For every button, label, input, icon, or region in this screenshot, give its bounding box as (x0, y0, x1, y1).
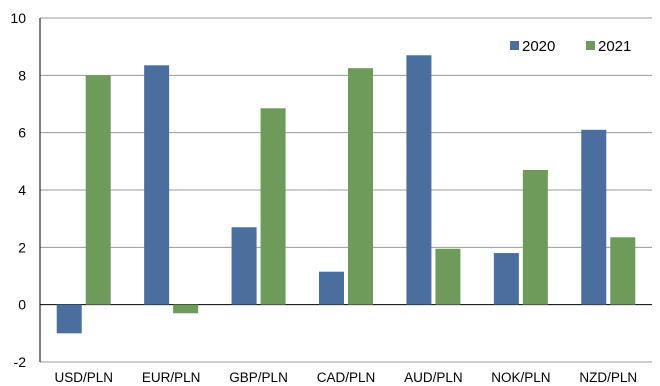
legend-swatch-2020 (510, 41, 519, 50)
y-tick-label: 8 (18, 67, 26, 83)
bar-2021-gbp-pln (260, 108, 286, 305)
bars (56, 55, 636, 334)
legend-label-2021: 2021 (598, 38, 631, 55)
bar-2021-cad-pln (348, 68, 373, 305)
bar-2020-nok-pln (493, 253, 519, 305)
y-tick-label: 6 (18, 125, 26, 141)
legend-label-2020: 2020 (522, 38, 555, 55)
bar-2021-nzd-pln (610, 237, 636, 305)
bar-2021-eur-pln (173, 304, 199, 314)
y-tick-label: 2 (18, 239, 26, 255)
x-category-label: GBP/PLN (229, 370, 288, 385)
bar-2021-usd-pln (85, 75, 111, 305)
x-category-label: EUR/PLN (142, 370, 201, 385)
legend: 2020 2021 (510, 38, 631, 55)
bar-2021-aud-pln (435, 248, 461, 305)
bar-2020-gbp-pln (231, 227, 257, 305)
x-category-label: USD/PLN (54, 370, 113, 385)
y-tick-label: 10 (10, 10, 26, 26)
y-tick-label: 4 (18, 182, 26, 198)
x-category-label: NOK/PLN (491, 370, 550, 385)
x-axis: USD/PLN EUR/PLN GBP/PLN CAD/PLN AUD/PLN NOK/P… (54, 370, 637, 385)
y-tick-label: 0 (18, 297, 26, 313)
bar-2020-aud-pln (406, 55, 432, 305)
bar-2020-nzd-pln (581, 129, 607, 305)
y-axis: -2 0 2 4 6 8 10 (10, 10, 41, 370)
x-category-label: NZD/PLN (579, 370, 637, 385)
bar-2021-nok-pln (522, 169, 548, 305)
gridlines (40, 17, 652, 363)
bar-2020-usd-pln (56, 304, 82, 334)
bar-2020-cad-pln (319, 271, 344, 305)
y-tick-label: -2 (14, 354, 27, 370)
legend-swatch-2021 (586, 41, 595, 50)
bar-2020-eur-pln (144, 65, 170, 305)
x-category-label: CAD/PLN (317, 370, 376, 385)
x-category-label: AUD/PLN (404, 370, 463, 385)
